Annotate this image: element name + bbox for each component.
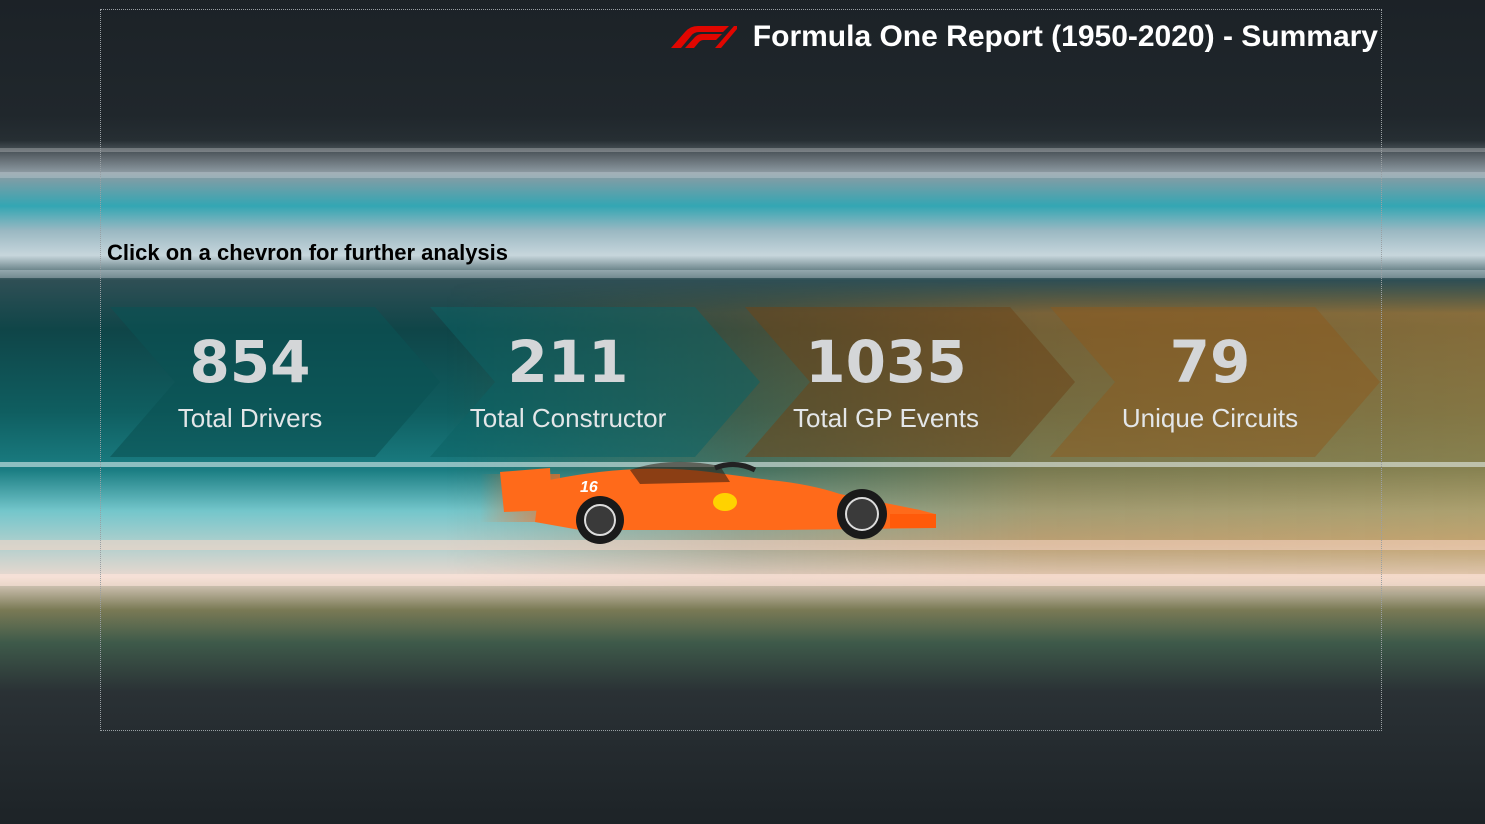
- chevron-constructors[interactable]: [430, 307, 760, 457]
- kpi-value: 79: [1169, 328, 1251, 396]
- chevron-circuits[interactable]: [1050, 307, 1380, 457]
- background-streak: [0, 574, 1485, 586]
- car-number: 16: [580, 479, 598, 496]
- chevron-hint: Click on a chevron for further analysis: [107, 240, 509, 265]
- race-car-icon: 16: [480, 461, 936, 544]
- kpi-total-constructor[interactable]: 211 Total Constructor: [418, 330, 718, 434]
- kpi-value: 1035: [805, 328, 967, 396]
- chevron-gp-events[interactable]: [745, 307, 1075, 457]
- f1-logo-icon: [670, 26, 737, 48]
- chevron-drivers[interactable]: [110, 307, 440, 457]
- report-frame: [100, 9, 1382, 731]
- kpi-total-gp-events[interactable]: 1035 Total GP Events: [736, 330, 1036, 434]
- kpi-label: Unique Circuits: [1121, 403, 1299, 433]
- kpi-label: Total Constructor: [469, 403, 667, 433]
- kpi-value: 211: [507, 328, 629, 396]
- kpi-total-drivers[interactable]: 854 Total Drivers: [100, 330, 400, 434]
- kpi-value: 854: [189, 328, 311, 396]
- report-header: Formula One Report (1950-2020) - Summary: [670, 20, 1378, 54]
- kpi-label: Total GP Events: [793, 403, 979, 433]
- background-streak: [0, 540, 1485, 550]
- page-title: Formula One Report (1950-2020) - Summary: [752, 20, 1378, 53]
- kpi-unique-circuits[interactable]: 79 Unique Circuits: [1060, 330, 1360, 434]
- kpi-label: Total Drivers: [177, 403, 323, 433]
